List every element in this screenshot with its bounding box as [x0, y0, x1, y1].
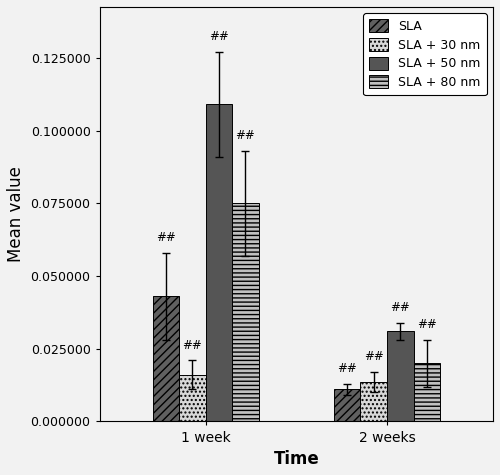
Bar — [206, 104, 232, 421]
X-axis label: Time: Time — [274, 450, 319, 468]
Text: ##: ## — [364, 350, 384, 363]
Bar — [179, 375, 206, 421]
Bar — [152, 296, 179, 421]
Text: ##: ## — [390, 301, 410, 314]
Text: ##: ## — [182, 339, 202, 352]
Bar — [334, 390, 360, 421]
Y-axis label: Mean value: Mean value — [7, 166, 25, 262]
Text: ##: ## — [156, 231, 176, 244]
Legend: SLA, SLA + 30 nm, SLA + 50 nm, SLA + 80 nm: SLA, SLA + 30 nm, SLA + 50 nm, SLA + 80 … — [363, 13, 487, 95]
Bar — [414, 363, 440, 421]
Text: ##: ## — [417, 318, 436, 331]
Text: ##: ## — [209, 30, 229, 43]
Bar — [387, 331, 413, 421]
Text: ##: ## — [236, 129, 255, 142]
Bar — [360, 382, 387, 421]
Bar — [232, 203, 258, 421]
Text: ##: ## — [338, 362, 357, 375]
